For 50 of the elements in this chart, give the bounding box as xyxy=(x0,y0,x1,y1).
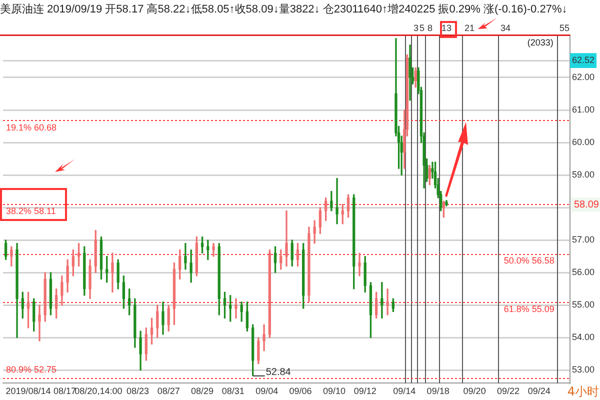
text: 5 xyxy=(420,23,425,34)
text: 34 xyxy=(500,23,511,34)
candlestick xyxy=(380,282,384,318)
x-tick-label: 09/22 xyxy=(496,386,520,396)
y-tick-label: 62.52 xyxy=(572,55,595,66)
y-tick-label: 61.00 xyxy=(572,104,595,114)
annotation: (2033) xyxy=(527,38,554,48)
x-tick-label: 09/14 xyxy=(393,386,416,396)
x-tick-label: 08/29 xyxy=(191,386,214,396)
y-tick-label: 54.00 xyxy=(572,332,595,342)
x-tick-label: 08/27 xyxy=(157,386,180,396)
text: 21 xyxy=(464,23,475,34)
x-tick-label: 2019/08/14 xyxy=(6,386,51,396)
text: 13 xyxy=(442,23,452,34)
x-tick-label: 09/18 xyxy=(426,386,450,396)
candlestick xyxy=(386,288,389,316)
y-tick-label: 59.00 xyxy=(572,170,595,180)
ref-line-label: 19.1% 60.68 xyxy=(6,122,57,132)
text: 58.09 xyxy=(574,199,600,210)
candlestick xyxy=(358,252,361,276)
x-tick-label: 08/23 xyxy=(126,386,149,396)
x-tick-label: 08/31 xyxy=(222,386,244,396)
y-tick-label: 60.00 xyxy=(572,137,595,148)
x-tick-label: 09/04 xyxy=(256,386,278,396)
y-tick-label: 57.00 xyxy=(572,234,595,245)
chart-title: 美原油连 2019/09/19 开58.17 高58.22↓低58.05↑收58.09↓量3822↓ 仓23011640↑增240225 振0.29% 涨(-0.16)-0.27%↓ xyxy=(0,2,568,16)
candlestick xyxy=(285,210,288,266)
text: 8 xyxy=(428,23,433,34)
x-tick-label: 09/10 xyxy=(322,386,346,396)
ref-line-label: 38.2% 58.11 xyxy=(6,206,56,216)
candlestick xyxy=(38,304,41,342)
text: 55 xyxy=(560,23,570,34)
x-tick-label: 08/17 xyxy=(53,386,76,396)
text: 4小时 xyxy=(567,384,599,398)
ref-line-label: 61.8% 55.09 xyxy=(504,304,554,314)
x-tick-label: 09/24 xyxy=(528,386,550,396)
x-tick-label: 09/20 xyxy=(463,386,486,396)
annotation: 52.84 xyxy=(266,367,292,378)
candlestick xyxy=(336,178,338,224)
x-tick-label: 08/20,14:00 xyxy=(74,386,122,396)
text: 3 xyxy=(414,23,419,34)
ref-line-label: 80.9% 52.75 xyxy=(6,364,57,374)
y-tick-label: 53.00 xyxy=(572,364,595,375)
candlestick xyxy=(234,298,238,318)
ref-line-label: 50.0% 56.58 xyxy=(504,256,554,266)
y-tick-label: 55.00 xyxy=(572,300,595,310)
x-tick-label: 09/12 xyxy=(354,386,376,396)
x-tick-label: 09/06 xyxy=(289,386,312,396)
y-tick-label: 56.00 xyxy=(572,267,595,278)
y-tick-label: 62.00 xyxy=(572,72,595,82)
